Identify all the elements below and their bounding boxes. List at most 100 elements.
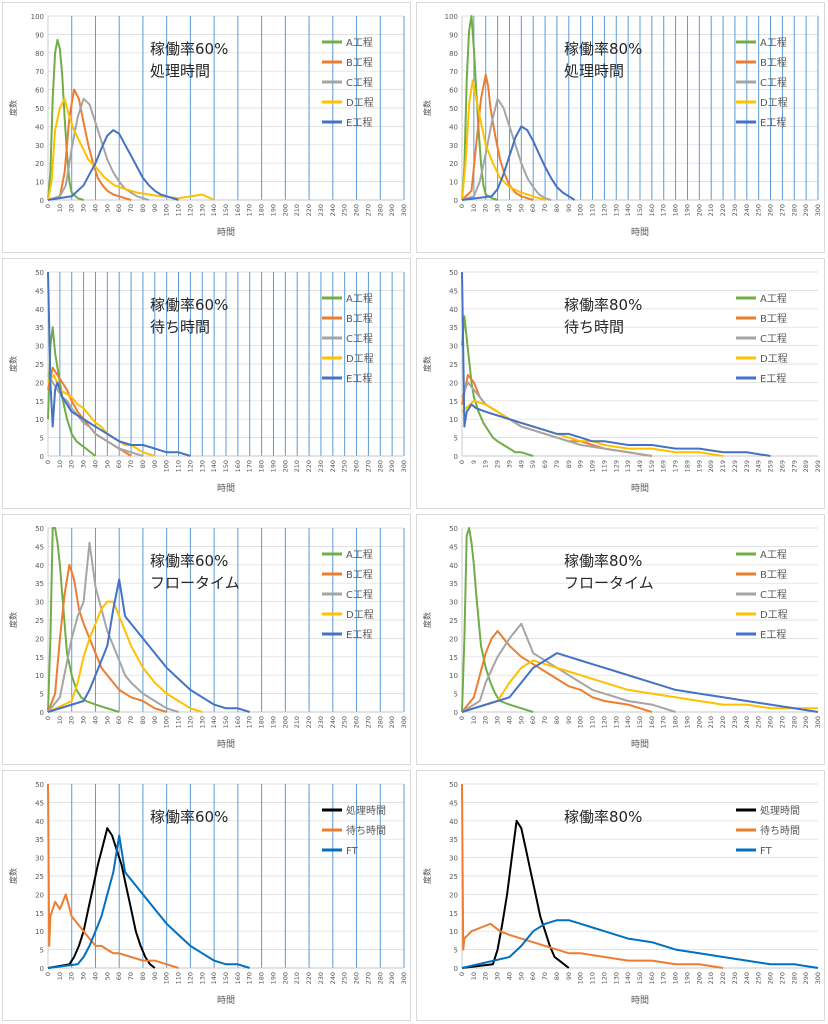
x-tick-label: 160	[234, 460, 242, 472]
x-axis-title: 時間	[631, 739, 649, 750]
x-tick-label: 180	[672, 972, 680, 984]
x-tick-label: 60	[529, 716, 537, 724]
legend-label: B工程	[346, 569, 373, 581]
chart-subtitle: 処理時間	[150, 62, 210, 80]
x-tick-label: 200	[695, 972, 703, 984]
y-tick-label: 10	[35, 416, 44, 424]
x-tick-label: 300	[400, 972, 408, 984]
series-line-C	[47, 541, 179, 713]
y-tick-label: 40	[35, 306, 44, 314]
y-tick-label: 50	[449, 525, 458, 533]
series-line-E	[47, 271, 191, 457]
chart-title: 稼働率60%	[150, 552, 228, 570]
x-tick-label: 140	[210, 716, 218, 728]
y-tick-label: 0	[40, 197, 44, 205]
x-tick-label: 270	[364, 716, 372, 728]
x-tick-label: 169	[660, 460, 668, 472]
x-tick-label: 250	[341, 972, 349, 984]
legend-label: C工程	[346, 77, 373, 89]
x-tick-label: 50	[517, 972, 525, 980]
x-tick-label: 20	[68, 460, 76, 468]
x-tick-label: 90	[565, 972, 573, 980]
x-tick-label: 0	[458, 716, 466, 720]
chart-border	[416, 2, 825, 253]
series-line-E	[461, 271, 771, 457]
x-tick-label: 260	[767, 972, 775, 984]
x-tick-label: 10	[56, 716, 64, 724]
x-tick-label: 150	[222, 972, 230, 984]
y-tick-label: 15	[35, 398, 44, 406]
x-tick-label: 210	[293, 972, 301, 984]
series-line-ft	[461, 919, 819, 969]
x-tick-label: 130	[612, 972, 620, 984]
x-tick-label: 120	[600, 716, 608, 728]
y-tick-label: 30	[449, 343, 458, 351]
series-line-wait	[47, 783, 179, 969]
x-tick-label: 129	[612, 460, 620, 472]
legend-label: B工程	[346, 313, 373, 325]
x-tick-label: 160	[234, 716, 242, 728]
x-tick-label: 239	[743, 460, 751, 472]
y-tick-label: 40	[35, 562, 44, 570]
y-tick-label: 10	[449, 928, 458, 936]
x-tick-label: 270	[778, 716, 786, 728]
x-tick-label: 80	[139, 460, 147, 468]
chart-border	[416, 258, 825, 509]
legend-label: D工程	[346, 353, 374, 365]
y-tick-label: 45	[35, 799, 44, 807]
x-tick-label: 30	[80, 716, 88, 724]
x-tick-label: 10	[470, 204, 478, 212]
x-tick-label: 190	[269, 716, 277, 728]
x-tick-label: 300	[400, 460, 408, 472]
legend-label: 待ち時間	[346, 824, 386, 837]
x-tick-label: 40	[505, 716, 513, 724]
chart-title: 稼働率80%	[564, 808, 642, 826]
x-tick-label: 119	[600, 460, 608, 472]
x-tick-label: 0	[458, 204, 466, 208]
x-tick-label: 70	[127, 972, 135, 980]
x-tick-label: 219	[719, 460, 727, 472]
x-tick-label: 80	[553, 716, 561, 724]
x-tick-label: 150	[222, 716, 230, 728]
x-tick-label: 100	[163, 716, 171, 728]
x-tick-label: 149	[636, 460, 644, 472]
series-line-B	[461, 630, 653, 713]
series-line-A	[47, 38, 84, 201]
x-tick-label: 40	[91, 972, 99, 980]
y-tick-label: 0	[454, 453, 458, 461]
chart-panel-3: 0 5 10 15 20 25 30 35 40 45 50 0 10 20 30 40 50 60 70 80 90 1…	[0, 256, 414, 512]
x-tick-label: 280	[790, 716, 798, 728]
y-axis-title: 度数	[8, 612, 18, 628]
series-line-A	[461, 15, 498, 201]
x-tick-label: 280	[376, 460, 384, 472]
x-tick-label: 190	[683, 716, 691, 728]
x-tick-label: 0	[458, 460, 466, 464]
x-tick-label: 160	[234, 972, 242, 984]
legend-label: D工程	[760, 97, 788, 109]
x-tick-label: 210	[707, 716, 715, 728]
x-tick-label: 280	[376, 972, 384, 984]
x-tick-label: 230	[317, 972, 325, 984]
y-tick-label: 30	[449, 855, 458, 863]
chart-title: 稼働率60%	[150, 808, 228, 826]
x-tick-label: 120	[186, 460, 194, 472]
x-tick-label: 59	[529, 460, 537, 468]
y-tick-label: 5	[454, 691, 458, 699]
chart-title: 稼働率60%	[150, 40, 228, 58]
x-tick-label: 130	[612, 716, 620, 728]
x-tick-label: 220	[719, 716, 727, 728]
y-tick-label: 50	[35, 781, 44, 789]
x-tick-label: 70	[541, 716, 549, 724]
y-tick-label: 30	[35, 599, 44, 607]
legend-label: A工程	[760, 549, 787, 561]
x-tick-label: 80	[139, 204, 147, 212]
x-tick-label: 220	[719, 972, 727, 984]
y-tick-label: 45	[35, 543, 44, 551]
chart-subtitle: 待ち時間	[150, 318, 210, 336]
x-tick-label: 140	[624, 204, 632, 216]
x-tick-label: 110	[589, 972, 597, 984]
legend-label: A工程	[760, 293, 787, 305]
legend-label: D工程	[760, 353, 788, 365]
